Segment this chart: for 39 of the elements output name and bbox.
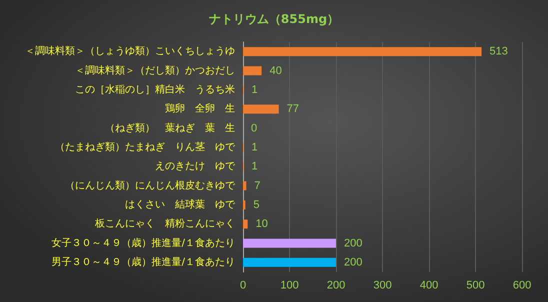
bar: [243, 238, 336, 248]
bar: [243, 220, 248, 229]
x-tick-label: 500: [466, 280, 485, 292]
x-tick-label: 400: [420, 280, 438, 292]
y-tick-label: ＜調味料類＞（だし類）かつおだし: [75, 64, 235, 76]
y-tick-label: 女子３０～４９（歳）推進量/１食あたり: [52, 236, 235, 249]
bar: [243, 104, 279, 114]
y-tick-label: 板こんにゃく 精粉こんにゃく: [94, 218, 235, 230]
y-tick-label: えのきたけ ゆで: [155, 161, 236, 172]
data-label: 5: [253, 198, 260, 211]
data-label: 10: [256, 218, 268, 230]
bar: [243, 258, 336, 267]
x-tick-label: 300: [373, 280, 392, 292]
data-label: 40: [270, 64, 282, 77]
chart-title: ナトリウム（855mg）: [208, 12, 340, 26]
y-tick-label: はくさい 結球葉 ゆで: [125, 198, 236, 210]
y-tick-label: この［水稲のし］精白米 うるち米: [75, 83, 235, 96]
data-label: 1: [251, 160, 258, 173]
data-label: 77: [286, 103, 300, 116]
data-label: 0: [251, 122, 258, 134]
data-label: 1: [251, 141, 258, 154]
x-tick-label: 600: [512, 280, 532, 292]
x-tick-label: 100: [280, 280, 299, 292]
bar: [243, 47, 482, 56]
x-tick-label: 200: [326, 280, 346, 292]
bar: [243, 66, 262, 76]
y-tick-label: （にんじん類）にんじん根皮むきゆで: [65, 179, 236, 192]
x-tick-label: 0: [240, 280, 246, 292]
data-label: 200: [344, 237, 362, 250]
data-label: 7: [254, 180, 260, 192]
data-label: 200: [344, 256, 362, 268]
bar: [243, 181, 246, 190]
data-label: 513: [490, 46, 508, 58]
data-label: 1: [251, 84, 258, 96]
y-tick-label: 男子３０～４９（歳）推進量/１食あたり: [52, 256, 235, 268]
y-tick-label: （たまねぎ類）たまねぎ りん茎 ゆで: [55, 140, 236, 153]
y-tick-label: 鶏卵 全卵 生: [165, 102, 235, 115]
y-tick-label: ＜調味料類＞（しょうゆ類）こいくちしょうゆ: [25, 45, 235, 58]
y-tick-label: （ねぎ類） 葉ねぎ 葉 生: [105, 122, 235, 134]
